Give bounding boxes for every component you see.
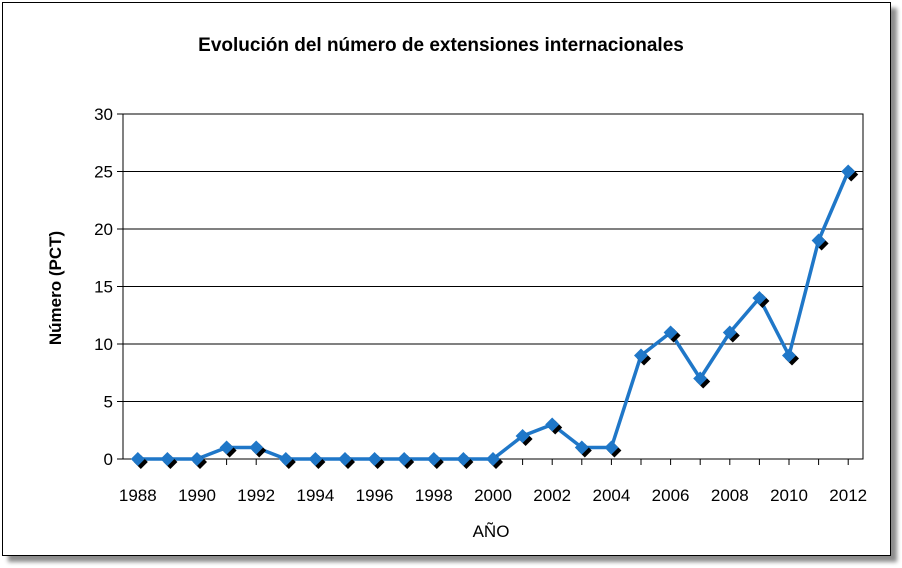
data-point-marker [367, 452, 382, 466]
data-point [367, 452, 385, 469]
data-point-marker [515, 429, 530, 443]
y-axis-ticks: 0 5 10 15 20 25 30 [94, 105, 123, 469]
data-point-marker [693, 371, 708, 386]
data-point [782, 348, 799, 366]
data-point-marker [308, 452, 323, 466]
x-tick-label: 1988 [119, 486, 157, 505]
data-point-marker [722, 325, 737, 340]
data-point [486, 452, 503, 469]
x-tick-label: 2004 [592, 486, 630, 505]
x-tick-label: 2006 [652, 486, 690, 505]
data-point [130, 452, 148, 469]
series-group [130, 164, 859, 469]
y-axis-title: Número (PCT) [46, 231, 65, 345]
data-point-marker [249, 440, 264, 455]
y-tick-label: 5 [104, 393, 113, 412]
data-point-marker [752, 291, 767, 305]
x-tick-label: 1996 [356, 486, 394, 505]
data-point [752, 291, 770, 308]
data-point [545, 417, 563, 435]
data-point-marker [574, 440, 589, 455]
x-tick-label: 1990 [178, 486, 216, 505]
x-tick-label: 1998 [415, 486, 453, 505]
x-axis-title: AÑO [473, 522, 510, 541]
data-point [249, 440, 267, 458]
y-tick-label: 15 [94, 278, 113, 297]
data-point-marker [456, 452, 471, 466]
data-point [841, 164, 859, 182]
data-point-marker [160, 452, 175, 466]
chart-title: Evolución del número de extensiones inte… [198, 35, 684, 56]
data-point [219, 440, 237, 458]
y-tick-label: 20 [94, 220, 113, 239]
data-point-marker [338, 452, 352, 466]
gridlines [123, 113, 863, 402]
data-point [722, 325, 740, 343]
data-point-marker [130, 452, 145, 466]
x-tick-label: 2002 [533, 486, 571, 505]
data-point-marker [604, 440, 619, 455]
series-line [137, 170, 850, 461]
data-point [811, 233, 829, 251]
data-point [604, 440, 622, 458]
data-point [574, 440, 592, 458]
data-point-marker [219, 440, 234, 455]
x-tick-label: 1994 [296, 486, 334, 505]
data-point-marker [663, 325, 678, 340]
data-point [426, 452, 444, 469]
data-point-marker [278, 452, 293, 466]
x-tick-label: 1992 [237, 486, 275, 505]
y-tick-label: 0 [104, 450, 113, 469]
data-point [397, 452, 415, 469]
chart-frame: Evolución del número de extensiones inte… [2, 2, 891, 556]
data-point [190, 452, 207, 469]
x-tick-label: 2008 [711, 486, 749, 505]
data-point [634, 348, 651, 366]
y-tick-label: 10 [94, 335, 113, 354]
data-point-marker [397, 452, 412, 466]
line-chart: Evolución del número de extensiones inte… [46, 35, 867, 541]
data-point-marker [841, 164, 856, 179]
data-point [693, 371, 711, 389]
data-point [515, 429, 533, 446]
data-point [663, 325, 681, 343]
y-tick-label: 25 [94, 163, 113, 182]
data-point-marker [486, 452, 500, 466]
x-tick-label: 2010 [770, 486, 808, 505]
data-point [160, 452, 178, 469]
data-point [338, 452, 355, 469]
data-point [308, 452, 326, 469]
x-tick-label: 2000 [474, 486, 512, 505]
data-point-marker [782, 348, 796, 363]
x-tick-label: 2012 [829, 486, 867, 505]
data-point-marker [545, 417, 560, 432]
data-point [278, 452, 296, 469]
data-point-marker [426, 452, 441, 466]
data-point-marker [634, 348, 648, 363]
data-point [456, 452, 474, 469]
data-point-marker [190, 452, 204, 466]
y-tick-label: 30 [94, 105, 113, 124]
data-point-marker [811, 233, 826, 248]
